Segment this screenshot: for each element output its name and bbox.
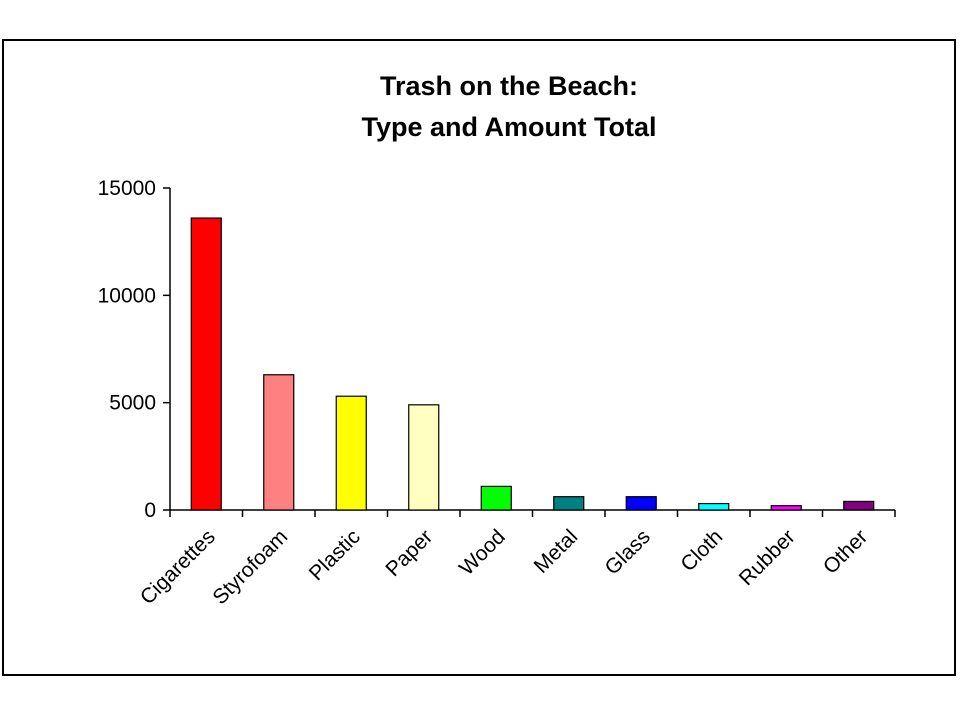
bar-wood <box>480 485 512 511</box>
bar-styrofoam <box>263 374 295 511</box>
chart-frame <box>2 39 956 676</box>
bar-glass <box>625 496 657 511</box>
y-tick-label: 15000 <box>98 177 156 200</box>
x-category-label: Plastic <box>305 525 365 585</box>
bar-cigarettes <box>190 217 222 511</box>
bar-plastic <box>335 395 367 511</box>
y-tick-label: 10000 <box>98 284 156 307</box>
bar-paper <box>408 404 440 511</box>
chart-title-line-2: Type and Amount Total <box>362 112 657 142</box>
bar-other <box>843 500 875 511</box>
x-category-label: Styrofoam <box>208 525 292 609</box>
x-category-label: Wood <box>455 525 510 580</box>
bar-rubber <box>770 505 802 511</box>
x-category-label: Paper <box>381 525 437 581</box>
bar-cloth <box>698 502 730 511</box>
x-category-label: Glass <box>601 525 655 579</box>
chart-title-line-1: Trash on the Beach: <box>380 71 638 101</box>
x-category-label: Rubber <box>735 525 800 590</box>
x-category-label: Other <box>819 525 872 578</box>
x-category-label: Metal <box>530 525 583 578</box>
y-tick-label: 0 <box>144 499 156 522</box>
x-category-label: Cigarettes <box>136 525 220 609</box>
x-category-label: Cloth <box>676 525 727 576</box>
y-tick-label: 5000 <box>109 392 156 415</box>
bar-metal <box>553 496 585 511</box>
